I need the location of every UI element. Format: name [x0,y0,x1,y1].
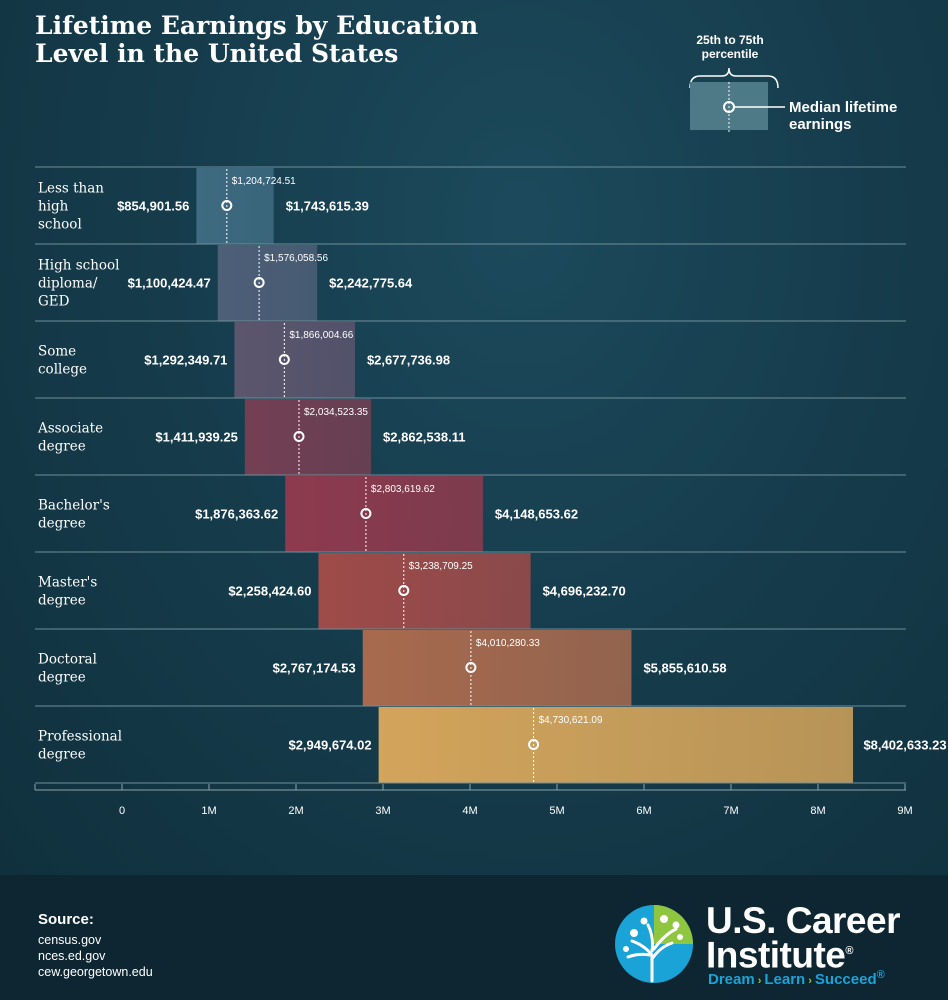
category-label: school [38,217,82,233]
p25-label: $1,876,363.62 [195,507,278,522]
category-label: Less than [38,181,104,197]
x-tick-label: 7M [723,805,738,817]
p75-label: $4,696,232.70 [543,584,626,599]
range-bar [285,476,483,552]
category-label: Professional [38,729,122,745]
logo-text-line1: U.S. Career [706,900,901,941]
category-label: college [38,362,87,378]
source-item: census.gov [38,933,102,947]
category-label: Bachelor's [38,498,110,514]
median-marker [528,739,540,750]
logo-text-line2: Institute® [706,932,853,974]
legend-graphic [689,67,779,89]
range-bar [244,399,372,475]
category-label: degree [38,593,86,609]
p25-label: $1,100,424.47 [128,276,211,291]
range-bar [234,322,355,398]
category-label: degree [38,439,86,455]
median-marker [360,508,372,519]
category-label: degree [38,516,86,532]
tagline-separator: › [757,975,762,987]
category-label: Some [38,344,76,360]
median-label: $2,034,523.35 [304,407,368,418]
median-label: $2,803,619.62 [371,484,435,495]
p75-label: $2,242,775.64 [329,276,413,291]
x-tick-label: 0 [119,805,125,817]
median-label: $1,576,058.56 [264,253,328,264]
x-tick-label: 1M [201,805,216,817]
range-bar [362,630,632,706]
median-marker [398,585,410,596]
median-label: $4,010,280.33 [476,638,540,649]
median-marker [221,200,233,211]
logo-text-institute: Institute [706,934,846,976]
p75-label: $8,402,633.23 [863,738,946,753]
p25-label: $2,949,674.02 [288,738,371,753]
p25-label: $854,901.56 [117,199,189,214]
tagline-learn: Learn [764,971,806,988]
source-title: Source: [38,911,94,928]
category-label: degree [38,670,86,686]
p25-label: $1,292,349.71 [144,353,227,368]
p75-label: $4,148,653.62 [495,507,578,522]
logo-tagline: Dream › Learn › Succeed® [708,969,885,988]
x-tick-label: 4M [462,805,477,817]
legend-median-label: Median lifetime earnings [789,99,898,133]
x-tick-label: 9M [897,805,912,817]
range-bar [217,245,318,321]
median-label: $4,730,621.09 [539,715,603,726]
median-marker [293,431,305,442]
x-tick-label: 6M [636,805,651,817]
p75-label: $2,677,736.98 [367,353,450,368]
logo-tree-icon [615,905,693,983]
legend-marker-graphic [723,82,785,132]
source-list: census.gov nces.ed.gov cew.georgetown.ed… [38,932,153,980]
p25-label: $2,258,424.60 [228,584,311,599]
source-item: nces.ed.gov [38,949,106,963]
legend-brace [689,67,779,89]
median-marker [253,277,265,288]
p75-label: $1,743,615.39 [286,199,369,214]
range-bar [318,553,531,629]
legend-median-marker [723,101,735,113]
category-label: High school [38,258,119,274]
x-tick-label: 5M [549,805,564,817]
category-label: diploma/ [38,276,98,292]
p75-label: $5,855,610.58 [643,661,726,676]
category-label: degree [38,747,86,763]
median-label: $3,238,709.25 [409,561,473,572]
logo-registered-mark: ® [845,945,853,957]
range-bar [196,168,274,244]
tagline-succeed: Succeed [814,971,877,988]
median-marker [465,662,477,673]
category-label: Master's [38,575,97,591]
median-label: $1,204,724.51 [232,176,296,187]
tagline-dream: Dream [708,971,755,988]
median-marker [278,354,290,365]
category-label: Doctoral [38,652,97,668]
median-label: $1,866,004.66 [289,330,353,341]
p75-label: $2,862,538.11 [383,430,465,445]
range-chart: Less than high school $1,204,724.51 $854,901… [34,166,947,817]
tagline-registered-mark: ® [876,969,885,981]
tagline-separator: › [808,975,812,987]
category-label: high [38,199,69,215]
p25-label: $2,767,174.53 [273,661,356,676]
chart-area: Lifetime Earnings by Education Level in … [0,0,948,875]
range-bar [378,707,854,783]
category-label: GED [38,294,70,310]
category-label: Associate [37,421,103,437]
x-tick-label: 2M [288,805,303,817]
x-tick-label: 3M [375,805,390,817]
p25-label: $1,411,939.25 [155,430,237,445]
footer: Source: census.gov nces.ed.gov cew.georg… [0,875,948,1000]
chart-title: Lifetime Earnings by Education Level in … [35,11,479,68]
source-item: cew.georgetown.edu [38,965,153,979]
legend-range-label: 25th to 75th percentile [696,33,764,61]
x-tick-label: 8M [810,805,825,817]
